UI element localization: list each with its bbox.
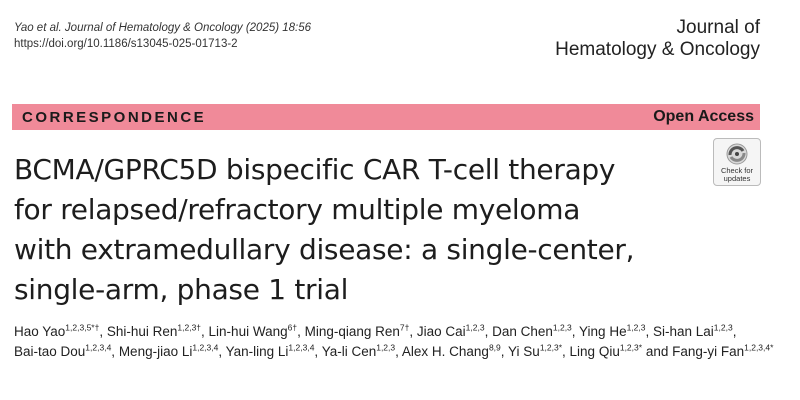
doi-link[interactable]: https://doi.org/10.1186/s13045-025-01713… (14, 38, 238, 50)
author-separator: , (218, 344, 226, 359)
author-affiliation: 1,2,3,4* (744, 342, 774, 353)
author-separator: , (297, 324, 305, 339)
article-type-banner: CORRESPONDENCE Open Access (12, 104, 760, 130)
author-name: Meng-jiao Li (118, 344, 193, 359)
author[interactable]: Ling Qiu1,2,3* (569, 342, 643, 359)
citation-line: Yao et al. Journal of Hematology & Oncol… (14, 22, 312, 34)
check-for-updates-label: Check for updates (720, 166, 754, 183)
author[interactable]: Lin-hui Wang6† (208, 322, 298, 339)
author-name: Dan Chen (492, 324, 553, 339)
author-name: Ying He (579, 324, 627, 339)
author-separator: , (409, 324, 417, 339)
author-name: Alex H. Chang (401, 344, 489, 359)
author[interactable]: Fang-yi Fan1,2,3,4* (672, 342, 774, 359)
title-line: with extramedullary disease: a single-ce… (14, 233, 635, 266)
author-affiliation: 1,2,3,4 (85, 342, 112, 353)
author[interactable]: Yi Su1,2,3* (508, 342, 563, 359)
author-name: Yan-ling Li (225, 344, 289, 359)
check-for-updates-icon (726, 143, 748, 165)
article-type-label: CORRESPONDENCE (22, 108, 207, 126)
author-separator: , (395, 344, 402, 359)
author-name: Lin-hui Wang (208, 324, 288, 339)
article-citation: Yao et al. Journal of Hematology & Oncol… (14, 20, 311, 52)
author-affiliation: 1,2,3 (713, 322, 733, 333)
author[interactable]: Jiao Cai1,2,3 (416, 322, 485, 339)
author[interactable]: Meng-jiao Li1,2,3,4 (118, 342, 219, 359)
author[interactable]: Si-han Lai1,2,3 (653, 322, 733, 339)
author-affiliation: 6† (287, 322, 298, 333)
author-name: Shi-hui Ren (106, 324, 178, 339)
author-separator: and (642, 344, 673, 359)
author-separator: , (500, 344, 509, 359)
author-name: Si-han Lai (653, 324, 714, 339)
open-access-label: Open Access (653, 108, 754, 125)
author-separator: , (111, 344, 119, 359)
title-line: for relapsed/refractory multiple myeloma (14, 193, 581, 226)
author-affiliation: 1,2,3 (626, 322, 646, 333)
author-separator: , (484, 324, 493, 339)
author-affiliation: 1,2,3 (376, 342, 396, 353)
author-separator: , (99, 324, 107, 339)
author-affiliation: 1,2,3* (619, 342, 643, 353)
author-affiliation: 1,2,3† (177, 322, 202, 333)
author[interactable]: Dan Chen1,2,3 (492, 322, 572, 339)
author-affiliation: 1,2,3,4 (192, 342, 219, 353)
author-name: Hao Yao (14, 324, 66, 339)
author[interactable]: Shi-hui Ren1,2,3† (106, 322, 202, 339)
author-affiliation: 1,2,3* (539, 342, 563, 353)
journal-name-line2: Hematology & Oncology (555, 39, 760, 60)
author-name: Bai-tao Dou (14, 344, 86, 359)
author-list: Hao Yao1,2,3,5*†, Shi-hui Ren1,2,3†, Lin… (14, 322, 774, 362)
author[interactable]: Alex H. Chang8,9 (401, 342, 501, 359)
journal-name-line1: Journal of (676, 17, 760, 38)
author[interactable]: Ming-qiang Ren7† (304, 322, 410, 339)
author-name: Ming-qiang Ren (304, 324, 400, 339)
article-title: BCMA/GPRC5D bispecific CAR T-cell therap… (14, 150, 714, 310)
author-separator: , (562, 344, 570, 359)
author-separator: , (314, 344, 322, 359)
author[interactable]: Yan-ling Li1,2,3,4 (225, 342, 315, 359)
author-name: Jiao Cai (416, 324, 466, 339)
author-name: Ling Qiu (569, 344, 620, 359)
author[interactable]: Bai-tao Dou1,2,3,4 (14, 342, 112, 359)
title-line: single-arm, phase 1 trial (14, 273, 349, 306)
author-affiliation: 1,2,3 (465, 322, 485, 333)
author-affiliation: 1,2,3,5*† (65, 322, 100, 333)
author-separator: , (732, 324, 737, 339)
title-line: BCMA/GPRC5D bispecific CAR T-cell therap… (14, 153, 616, 186)
author-name: Yi Su (508, 344, 540, 359)
author[interactable]: Ya-li Cen1,2,3 (321, 342, 396, 359)
author-affiliation: 1,2,3 (552, 322, 572, 333)
author-separator: , (571, 324, 580, 339)
author-separator: , (645, 324, 653, 339)
journal-name: Journal of Hematology & Oncology (555, 17, 760, 61)
author[interactable]: Ying He1,2,3 (579, 322, 646, 339)
author-separator: , (201, 324, 209, 339)
author-name: Fang-yi Fan (672, 344, 745, 359)
author-affiliation: 1,2,3,4 (288, 342, 315, 353)
check-for-updates-button[interactable]: Check for updates (713, 138, 761, 186)
author-affiliation: 7† (399, 322, 410, 333)
author[interactable]: Hao Yao1,2,3,5*† (14, 322, 100, 339)
author-name: Ya-li Cen (321, 344, 377, 359)
author-affiliation: 8,9 (488, 342, 501, 353)
